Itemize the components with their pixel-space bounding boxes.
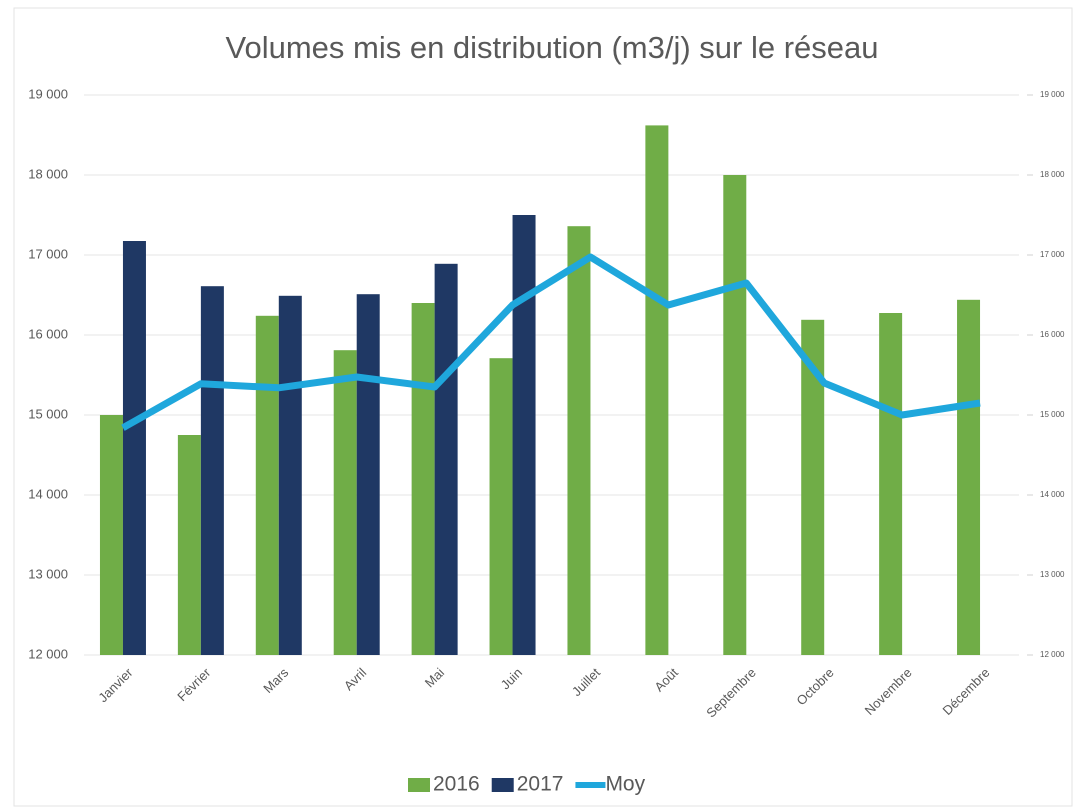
bar (434, 263, 458, 655)
y-tick-label: 16 000 (28, 326, 68, 341)
bar (512, 215, 536, 655)
bar (879, 313, 903, 655)
y-tick-label: 17 000 (28, 246, 68, 261)
bar (99, 415, 123, 655)
chart-title: Volumes mis en distribution (m3/j) sur l… (226, 30, 879, 65)
bar (200, 286, 224, 655)
y2-tick-label: 14 000 (1040, 490, 1065, 499)
y2-tick-label: 18 000 (1040, 170, 1065, 179)
y2-tick-label: 19 000 (1040, 90, 1065, 99)
legend-label: 2016 (433, 773, 480, 796)
legend-label: Moy (605, 773, 645, 796)
bar (489, 358, 513, 655)
y2-tick-label: 15 000 (1040, 410, 1065, 419)
bar (122, 241, 146, 655)
line (121, 253, 981, 431)
bar (278, 295, 302, 655)
bar (356, 294, 380, 655)
y-tick-label: 18 000 (28, 166, 68, 181)
y-tick-label: 12 000 (28, 646, 68, 661)
legend-swatch (491, 778, 514, 792)
bar (723, 175, 747, 655)
bar (801, 319, 825, 655)
bar (255, 315, 279, 655)
y2-tick-label: 16 000 (1040, 330, 1065, 339)
y-tick-label: 14 000 (28, 486, 68, 501)
chart-frame (13, 7, 1073, 807)
y-tick-label: 19 000 (28, 86, 68, 101)
bar (333, 350, 357, 655)
bar (957, 299, 981, 655)
legend-label: 2017 (517, 773, 564, 796)
bar (177, 435, 201, 655)
y2-tick-label: 13 000 (1040, 570, 1065, 579)
y-tick-label: 15 000 (28, 406, 68, 421)
bar (645, 125, 669, 655)
y2-tick-label: 12 000 (1040, 650, 1065, 659)
bar (567, 226, 591, 655)
legend-swatch (408, 778, 430, 792)
bar (411, 303, 435, 655)
y2-tick-label: 17 000 (1040, 250, 1065, 259)
y-tick-label: 13 000 (28, 566, 68, 581)
